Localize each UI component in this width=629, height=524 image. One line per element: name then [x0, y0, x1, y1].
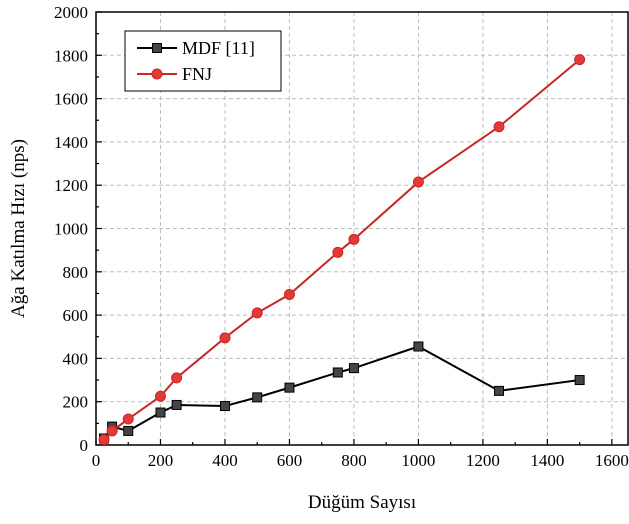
y-tick-label: 2000: [54, 3, 88, 22]
legend-marker: [152, 43, 162, 53]
x-tick-label: 1600: [595, 451, 629, 470]
x-tick-label: 1400: [530, 451, 564, 470]
series-fnj: [98, 54, 586, 446]
data-point: [493, 121, 505, 133]
data-point: [494, 385, 505, 396]
x-tick-label: 0: [92, 451, 101, 470]
y-axis-ticks: 0 200 400 600 800 1000 1200 1400 1600 1800 2000: [54, 3, 102, 455]
data-point: [123, 425, 134, 436]
data-point: [106, 425, 118, 437]
data-point: [348, 233, 360, 245]
y-tick-label: 400: [63, 349, 89, 368]
series-mdf: [99, 341, 585, 444]
y-tick-label: 1800: [54, 46, 88, 65]
legend-item: FNJ: [137, 64, 212, 84]
data-point: [171, 372, 183, 384]
legend-label: MDF [11]: [182, 38, 255, 58]
data-point: [251, 307, 263, 319]
y-tick-label: 600: [63, 306, 89, 325]
data-point: [122, 413, 134, 425]
grid: [96, 12, 628, 445]
data-point: [284, 382, 295, 393]
legend-label: FNJ: [182, 64, 212, 84]
y-tick-label: 800: [63, 263, 89, 282]
x-tick-label: 1000: [401, 451, 435, 470]
y-tick-label: 1000: [54, 220, 88, 239]
y-tick-label: 0: [80, 436, 89, 455]
y-tick-label: 1400: [54, 133, 88, 152]
x-tick-label: 1200: [466, 451, 500, 470]
data-point: [332, 367, 343, 378]
data-point: [574, 54, 586, 66]
series: [98, 54, 586, 446]
x-tick-label: 800: [341, 451, 367, 470]
data-point: [412, 176, 424, 188]
y-tick-label: 1200: [54, 176, 88, 195]
y-tick-label: 200: [63, 393, 89, 412]
data-point: [283, 289, 295, 301]
legend: MDF [11] FNJ: [124, 30, 282, 92]
y-tick-label: 1600: [54, 90, 88, 109]
x-tick-label: 600: [277, 451, 303, 470]
data-point: [219, 332, 231, 344]
x-tick-label: 200: [148, 451, 174, 470]
data-point: [574, 375, 585, 386]
legend-marker: [151, 68, 163, 80]
data-point: [219, 401, 230, 412]
data-point: [332, 246, 344, 258]
data-point: [348, 363, 359, 374]
x-axis-title: Düğüm Sayısı: [308, 492, 416, 513]
legend-item: MDF [11]: [137, 38, 255, 58]
series-line: [103, 345, 580, 440]
x-axis-ticks: 0 200 400 600 800 1000 1200 1400 1600: [92, 439, 629, 470]
x-tick-label: 400: [212, 451, 238, 470]
data-point: [413, 341, 424, 352]
data-point: [154, 390, 166, 402]
data-point: [252, 392, 263, 403]
data-point: [155, 407, 166, 418]
legend-box: [124, 30, 282, 92]
data-point: [98, 434, 110, 446]
y-axis-title: Ağa Katılma Hızı (nps): [8, 139, 29, 318]
data-point: [171, 399, 182, 410]
